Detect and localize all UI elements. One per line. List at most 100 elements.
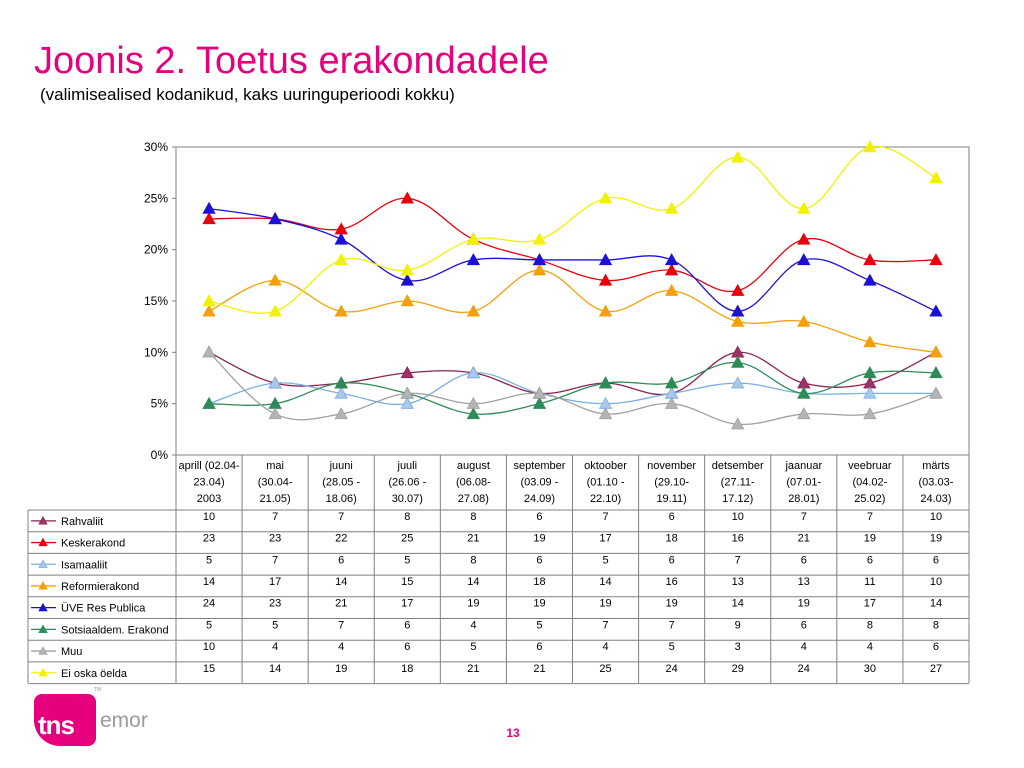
table-cell-value: 16 [666, 576, 678, 588]
data-point-isamaaliit [466, 366, 481, 379]
table-cell-value: 14 [269, 663, 281, 675]
table-cell-value: 7 [867, 511, 873, 523]
series-line-sotsiaaldem-erakond [209, 361, 936, 415]
x-tick-label: (30.04- [258, 477, 293, 489]
table-cell-value: 7 [338, 619, 344, 631]
y-tick-label: 0% [151, 448, 169, 462]
x-tick-label: (28.05 - [322, 477, 360, 489]
table-cell-value: 21 [798, 533, 810, 545]
x-tick-label: 30.07) [392, 493, 423, 505]
table-cell-value: 24 [666, 663, 678, 675]
table-cell-value: 4 [338, 641, 344, 653]
data-point-sotsiaaldem-erakond [532, 396, 547, 409]
data-point-isamaaliit [731, 376, 745, 389]
table-cell-value: 19 [798, 598, 810, 610]
legend-label-muu: Muu [61, 646, 82, 658]
data-point-keskerakond [731, 283, 745, 296]
table-cell-value: 8 [933, 619, 939, 631]
legend-key-marker [38, 537, 48, 547]
table-cell-value: 7 [669, 619, 675, 631]
data-point-keskerakond [929, 253, 943, 266]
x-tick-label: 28.01) [788, 493, 819, 505]
table-cell-value: 14 [599, 576, 611, 588]
data-point-reformierakond [268, 273, 282, 286]
data-point-sotsiaaldem-erakond [202, 396, 216, 409]
data-point-keskerakond [863, 253, 877, 266]
data-point-sotsiaaldem-erakond [929, 366, 943, 379]
table-cell-value: 18 [666, 533, 678, 545]
legend-label-rahvaliit: Rahvaliit [61, 516, 103, 528]
data-point-ve-res-publica [400, 273, 414, 286]
data-point-muu [731, 417, 745, 430]
logo-tns-text: tns [38, 710, 75, 740]
table-cell-value: 25 [401, 533, 413, 545]
data-point-ve-res-publica [334, 232, 348, 245]
table-cell-value: 5 [669, 641, 675, 653]
x-tick-label: (07.01- [786, 477, 821, 489]
table-cell-value: 17 [269, 576, 281, 588]
x-tick-label: 25.02) [854, 493, 885, 505]
x-tick-label: jaanuar [784, 460, 822, 472]
plot-area [175, 146, 970, 456]
table-cell-value: 5 [206, 554, 212, 566]
data-point-reformierakond [929, 345, 943, 358]
line-chart: 0% 5% 10% 15% 20% 25% 30% aprill (02.04- 23.04) 2… [27, 140, 970, 685]
data-point-reformierakond [532, 263, 547, 276]
legend-label-isamaaliit: Isamaaliit [61, 559, 107, 571]
table-cell-value: 19 [666, 598, 678, 610]
x-tick-label: märts [922, 460, 950, 472]
table-cell-value: 7 [272, 554, 278, 566]
x-tick-label: veebruar [848, 460, 892, 472]
legend-label-keskerakond: Keskerakond [61, 538, 125, 550]
table-cell-value: 6 [338, 554, 344, 566]
logo-emor-text: emor [100, 709, 148, 732]
table-cell-value: 23 [269, 598, 281, 610]
data-point-reformierakond [797, 314, 811, 327]
table-cell-value: 11 [864, 576, 875, 588]
table-cell-value: 5 [470, 641, 476, 653]
table-cell-value: 14 [335, 576, 347, 588]
table-cell-value: 6 [801, 554, 807, 566]
data-point-ei-oska-elda [400, 263, 414, 276]
x-tick-label: 17.12) [722, 493, 753, 505]
table-cell-value: 7 [735, 554, 741, 566]
data-point-sotsiaaldem-erakond [863, 366, 877, 379]
legend-key-marker [38, 516, 48, 525]
data-point-sotsiaaldem-erakond [466, 407, 481, 420]
table-cell-value: 14 [732, 598, 744, 610]
data-point-ei-oska-elda [664, 201, 679, 214]
x-tick-label: juuli [397, 460, 418, 472]
legend-key-marker [38, 646, 48, 655]
table-cell-value: 13 [798, 576, 810, 588]
legend-label-ve-res-publica: ÜVE Res Publica [61, 603, 146, 615]
table-cell-value: 7 [338, 511, 344, 523]
data-point-keskerakond [598, 273, 613, 286]
table-cell-value: 6 [404, 641, 410, 653]
table-cell-value: 6 [404, 619, 410, 631]
x-tick-label: september [513, 460, 565, 472]
data-point-sotsiaaldem-erakond [598, 376, 613, 389]
x-tick-label: 19.11) [656, 493, 686, 505]
table-cell-value: 15 [401, 576, 413, 588]
data-point-muu [400, 386, 414, 399]
data-point-reformierakond [466, 304, 481, 317]
table-cell-value: 21 [467, 533, 479, 545]
y-tick-label: 5% [151, 397, 169, 411]
table-cell-value: 8 [470, 554, 476, 566]
table-cell-value: 23 [269, 533, 281, 545]
table-cell-value: 22 [335, 533, 347, 545]
data-point-ve-res-publica [664, 253, 679, 266]
legend-key-marker [38, 667, 48, 677]
table-cell-value: 17 [599, 533, 611, 545]
table-cell-value: 21 [335, 598, 347, 610]
table-cell-value: 6 [536, 554, 542, 566]
data-point-reformierakond [863, 335, 877, 348]
x-tick-label: 23.04) [193, 477, 224, 489]
data-point-reformierakond [202, 304, 216, 317]
table-cell-value: 18 [401, 663, 413, 675]
x-tick-label: (01.10 - [587, 477, 625, 489]
table-cell-value: 19 [930, 533, 942, 545]
data-point-muu [863, 407, 877, 420]
table-cell-value: 6 [536, 641, 542, 653]
table-cell-value: 10 [930, 511, 942, 523]
